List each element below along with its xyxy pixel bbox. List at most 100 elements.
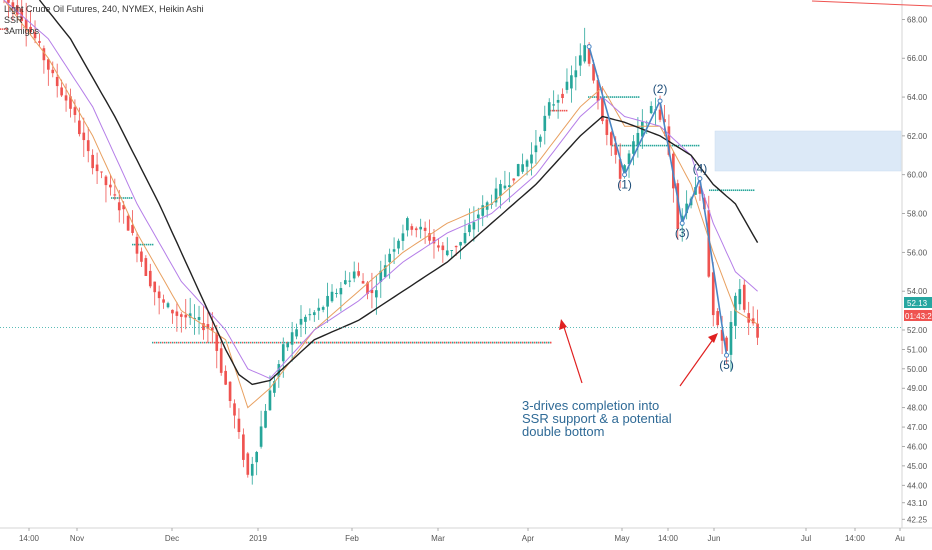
ssr-level-dot	[398, 341, 400, 344]
candle-body	[73, 107, 77, 115]
ssr-level-dot	[552, 109, 554, 112]
candle-body	[219, 348, 223, 373]
ssr-level-dot	[194, 341, 196, 344]
candle-body	[42, 48, 46, 61]
ssr-level-dot	[466, 341, 468, 344]
ssr-level-dot	[258, 341, 260, 344]
candle-body	[583, 45, 587, 62]
candle-body	[166, 303, 170, 308]
candle-body	[592, 64, 595, 81]
annotation-note: 3-drives completion into SSR support & a…	[522, 398, 672, 439]
candle-body	[658, 109, 662, 120]
candle-body	[299, 318, 303, 325]
ssr-level-dot	[214, 341, 216, 344]
candle-body	[69, 96, 72, 109]
ssr-level-dot	[168, 341, 170, 344]
ssr-level-dot	[148, 243, 150, 246]
candle-body	[476, 214, 480, 219]
wave-point	[697, 176, 703, 182]
ssr-level-dot	[640, 144, 642, 147]
candle-body	[308, 314, 312, 316]
ssr-level-dot	[594, 96, 596, 98]
candle-body	[729, 322, 733, 355]
ssr-level-dot	[306, 341, 308, 344]
ssr-level-dot	[638, 96, 640, 98]
ssr-level-dot	[644, 144, 646, 147]
ssr-level-dot	[588, 96, 590, 98]
last-price-tag	[904, 297, 932, 308]
candle-body	[494, 188, 498, 203]
ssr-level-dot	[624, 144, 626, 147]
time-axis[interactable]: 14:00 Nov Dec 2019 Feb Mar Apr May 14:00 Jun Jul 14…	[0, 527, 932, 543]
ssr-level-dot	[125, 197, 127, 199]
candle-body	[78, 120, 81, 135]
ssr-level-dot	[180, 341, 182, 344]
candle-body	[499, 184, 502, 196]
candle-body	[171, 309, 174, 314]
candle-body	[530, 154, 533, 164]
candle-body	[574, 70, 578, 78]
candle-body	[268, 390, 272, 411]
candle-body	[570, 75, 573, 89]
ssr-level-dot	[558, 109, 560, 112]
ssr-level-dot	[626, 144, 628, 147]
ssr-level-dot	[749, 189, 751, 192]
candle-body	[326, 295, 329, 307]
ssr-level-dot	[741, 189, 743, 192]
candle-body	[11, 2, 15, 8]
ssr-level-dot	[646, 144, 648, 147]
ssr-level-dot	[608, 96, 610, 98]
price-tick-label: 51.00	[907, 345, 928, 354]
ssr-level-dot	[288, 341, 290, 344]
ssr-level-dot	[652, 144, 654, 147]
resistance-zone-rect	[714, 130, 902, 172]
candle-body	[113, 194, 117, 196]
wave-point	[724, 352, 730, 358]
ssr-level-dot	[152, 243, 154, 246]
ssr-level-dot	[753, 189, 755, 192]
ssr-level-dot	[174, 341, 176, 344]
candle-body	[233, 403, 236, 416]
ssr-level-dot	[262, 341, 264, 344]
candle-body	[237, 418, 241, 433]
price-tags: 52.13 01:43:25	[904, 297, 932, 321]
ssr-level-dot	[210, 341, 212, 344]
candle-body	[503, 185, 507, 189]
candle-body	[104, 176, 108, 186]
ssr-level-dot	[698, 144, 700, 147]
ssr-level-dot	[384, 341, 386, 344]
candle-body	[348, 280, 352, 282]
ssr-level-dot	[296, 341, 298, 344]
ssr-level-dot	[636, 96, 638, 98]
ssr-level-dot	[202, 341, 204, 344]
ssr-level-dot	[600, 96, 602, 98]
ssr-level-dot	[622, 144, 624, 147]
ssr-level-dot	[731, 189, 733, 192]
candle-body	[290, 332, 294, 345]
candle-body	[445, 250, 449, 256]
ssr-level-dot	[636, 144, 638, 147]
ssr-level-dot	[322, 341, 324, 344]
price-tick-label: 43.10	[907, 499, 928, 508]
ssr-level-dot	[4, 28, 6, 30]
ssr-level-dot	[632, 96, 634, 98]
ssr-level-dot	[318, 341, 320, 344]
price-axis[interactable]: 68.00 66.00 64.00 62.00 60.00 58.00 56.00 54.00…	[901, 0, 928, 528]
candle-body	[561, 93, 564, 99]
candle-body	[543, 115, 547, 131]
candle-body	[716, 311, 720, 326]
candle-body	[29, 26, 32, 33]
ssr-level-dot	[156, 341, 158, 344]
ssr-level-dot	[350, 341, 352, 344]
ssr-level-dot	[420, 341, 422, 344]
candle-body	[281, 344, 285, 362]
ssr-level-dot	[682, 144, 684, 147]
candle-body	[24, 19, 28, 30]
ssr-level-dot	[266, 341, 268, 344]
ssr-level-dot	[192, 341, 194, 344]
candle-body	[609, 132, 613, 146]
wave-point	[657, 98, 663, 104]
ssr-level-dot	[492, 341, 494, 344]
candle-body	[623, 165, 626, 177]
